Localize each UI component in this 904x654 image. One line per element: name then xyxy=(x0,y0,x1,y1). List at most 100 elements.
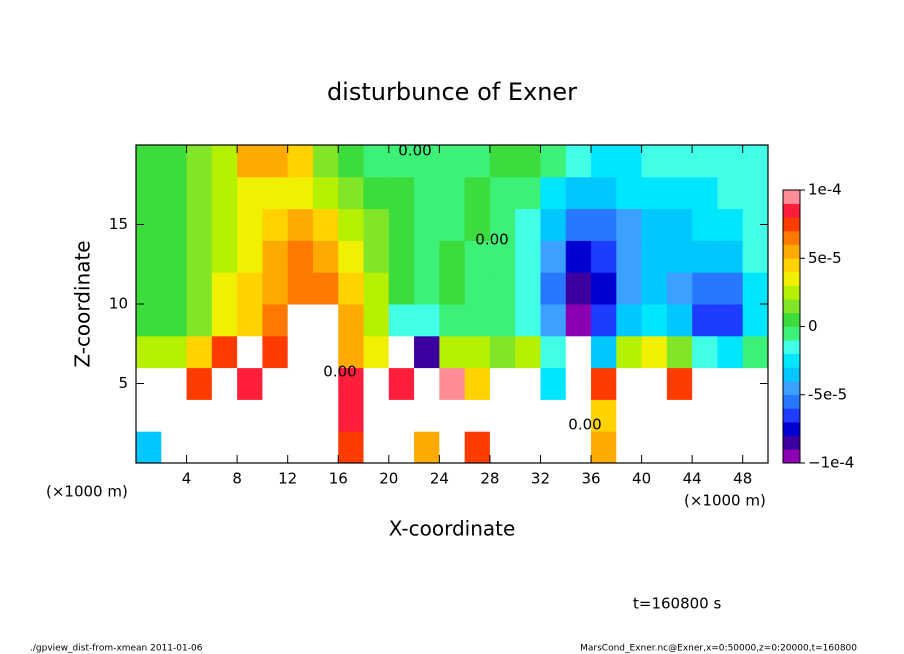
heat-cell xyxy=(414,145,440,178)
heat-cell xyxy=(186,367,213,400)
heat-cell xyxy=(641,304,668,337)
heat-cell xyxy=(312,176,339,210)
heat-cell xyxy=(540,272,567,305)
heat-cell xyxy=(692,431,718,464)
heat-cell xyxy=(616,367,643,400)
heat-cell xyxy=(464,176,491,210)
heat-cell xyxy=(641,272,668,305)
heat-cell xyxy=(565,176,592,210)
heat-cell xyxy=(388,399,415,432)
heat-cell xyxy=(591,335,617,369)
heat-cell xyxy=(742,145,769,178)
heat-cell xyxy=(388,335,415,369)
heat-cell xyxy=(616,399,643,432)
heat-cell xyxy=(616,431,643,464)
heat-cell xyxy=(489,431,516,464)
heat-cell xyxy=(565,304,592,337)
heat-cell xyxy=(439,272,466,305)
colorbar-tick-label: -5e-5 xyxy=(808,385,847,403)
heat-cell xyxy=(388,367,415,400)
heat-cell xyxy=(641,335,668,369)
heat-cell xyxy=(439,145,466,178)
heat-cell xyxy=(312,208,339,241)
heat-cell xyxy=(464,208,491,241)
heat-cell xyxy=(464,431,491,464)
contour-label: 0.00 xyxy=(323,363,356,381)
heat-cell xyxy=(540,431,567,464)
x-tick-label: 40 xyxy=(632,470,651,488)
heat-cell xyxy=(717,304,744,337)
heat-cell xyxy=(641,367,668,400)
heat-cell xyxy=(211,240,238,273)
heat-cell xyxy=(237,399,263,432)
heat-cell xyxy=(363,208,390,241)
heat-cell xyxy=(388,431,415,464)
heat-cell xyxy=(312,272,339,305)
heat-cell xyxy=(338,335,365,369)
heat-cell xyxy=(742,272,769,305)
heat-cell xyxy=(312,367,339,400)
heat-cell xyxy=(414,367,440,400)
heat-cell xyxy=(666,304,693,337)
heat-cell xyxy=(237,272,263,305)
x-tick-label: 32 xyxy=(531,470,550,488)
colorbar-band xyxy=(783,340,800,355)
colorbar-band xyxy=(783,422,800,436)
heat-cell xyxy=(312,431,339,464)
heat-cell xyxy=(211,431,238,464)
heat-cell xyxy=(742,176,769,210)
y-tick-label: 15 xyxy=(109,215,128,233)
heat-cell xyxy=(237,176,263,210)
heat-cell xyxy=(591,176,617,210)
heat-cell xyxy=(666,176,693,210)
colorbar-band xyxy=(783,258,800,273)
x-tick-label: 16 xyxy=(329,470,348,488)
heat-cell xyxy=(287,208,314,241)
heat-cell xyxy=(515,272,541,305)
heat-cell xyxy=(262,367,289,400)
colorbar-band xyxy=(783,394,800,409)
heat-cell xyxy=(464,399,491,432)
heat-cell xyxy=(186,431,213,464)
heat-cell xyxy=(388,240,415,273)
heat-cell xyxy=(565,145,592,178)
heat-cell xyxy=(363,240,390,273)
heat-cell xyxy=(136,272,162,305)
time-label: t=160800 s xyxy=(633,595,721,613)
heat-cell xyxy=(262,304,289,337)
colorbar-band xyxy=(783,230,800,245)
heat-cell xyxy=(312,399,339,432)
heat-cell xyxy=(591,145,617,178)
heat-cell xyxy=(742,335,769,369)
heat-cell xyxy=(338,240,365,273)
heat-cell xyxy=(287,431,314,464)
heat-cell xyxy=(287,240,314,273)
heat-cell xyxy=(211,304,238,337)
heat-cell xyxy=(338,208,365,241)
colorbar-band xyxy=(783,285,800,300)
heat-cell xyxy=(717,272,744,305)
heat-cell xyxy=(692,208,718,241)
heat-cell xyxy=(363,272,390,305)
heat-cell xyxy=(262,399,289,432)
heat-cell xyxy=(287,176,314,210)
contour-label: 0.00 xyxy=(398,142,431,160)
contour-label: 0.00 xyxy=(568,416,601,434)
colorbar-band xyxy=(783,449,800,464)
heat-cell xyxy=(237,335,263,369)
heat-cell xyxy=(692,304,718,337)
heat-cell xyxy=(464,335,491,369)
heat-cell xyxy=(262,145,289,178)
heat-cell xyxy=(616,176,643,210)
colorbar-band xyxy=(783,299,800,314)
heat-cell xyxy=(565,431,592,464)
heat-cell xyxy=(338,304,365,337)
heat-cell xyxy=(287,367,314,400)
heat-cell xyxy=(211,145,238,178)
heat-cell xyxy=(692,335,718,369)
heat-cell xyxy=(464,240,491,273)
heat-cell xyxy=(312,304,339,337)
heat-cell xyxy=(616,272,643,305)
heat-cell xyxy=(161,367,188,400)
heat-cell xyxy=(641,176,668,210)
